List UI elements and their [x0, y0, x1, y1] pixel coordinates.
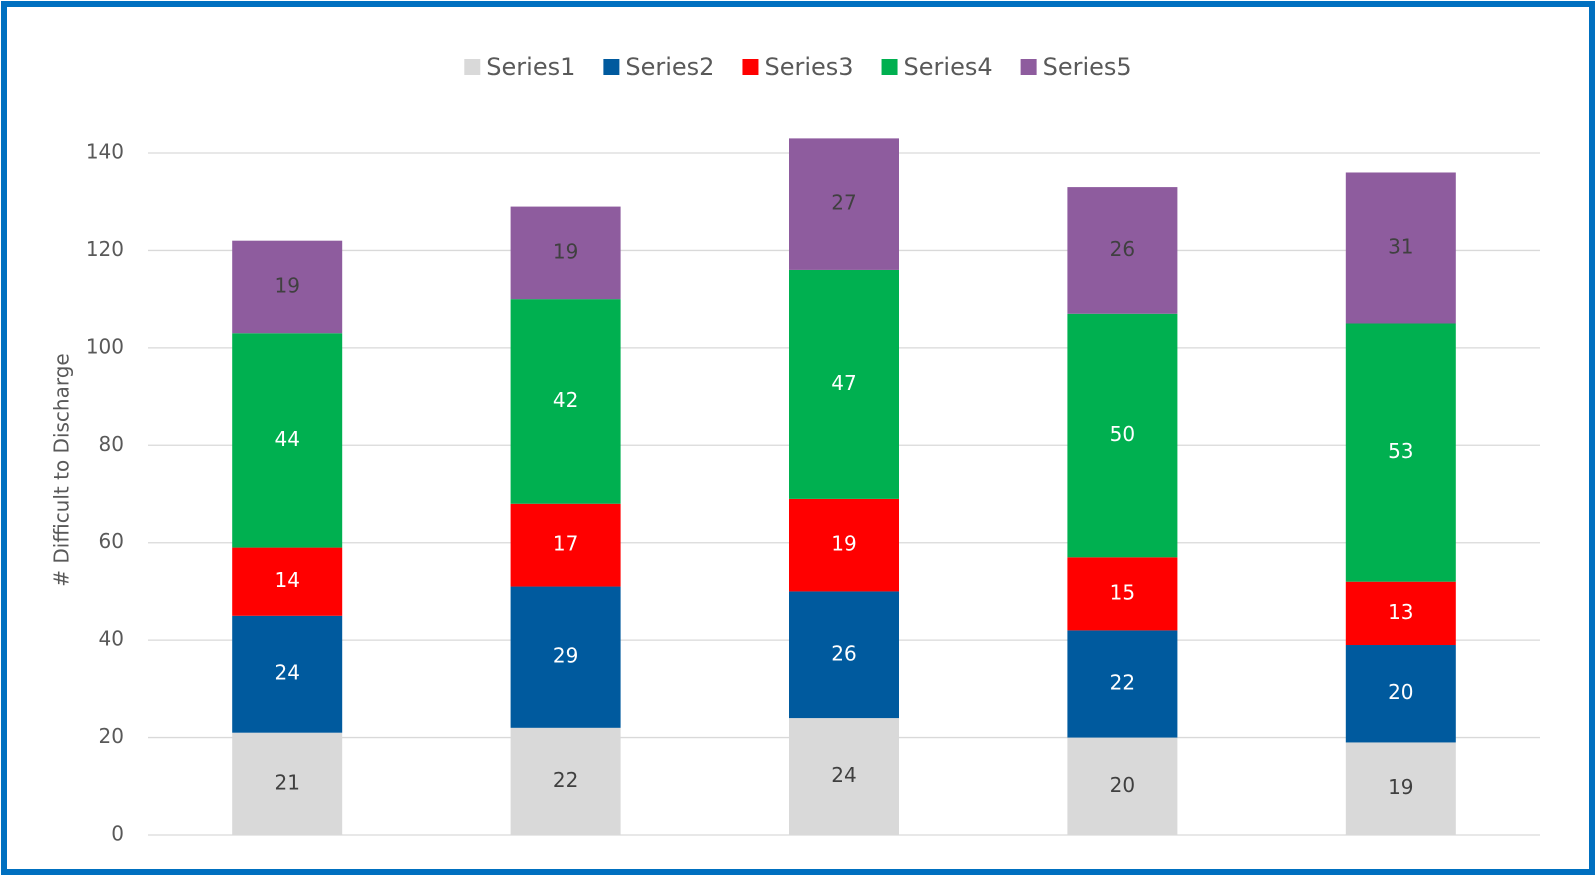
data-label: 20 — [1110, 773, 1135, 797]
legend-label: Series5 — [1043, 53, 1132, 81]
legend-swatch — [1020, 59, 1037, 75]
data-label: 13 — [1388, 600, 1413, 624]
data-label: 14 — [274, 568, 299, 592]
data-label: 19 — [1388, 775, 1413, 799]
bar-segment — [510, 299, 621, 504]
data-label: 44 — [274, 427, 299, 451]
data-label: 19 — [831, 532, 856, 556]
bar-segment — [1067, 313, 1178, 558]
bar-segment — [510, 503, 621, 587]
y-axis-label: # Difficult to Discharge — [50, 353, 74, 586]
data-label: 29 — [553, 644, 578, 668]
data-label: 22 — [553, 768, 578, 792]
data-label: 27 — [831, 191, 856, 215]
y-tick-label: 20 — [99, 724, 124, 748]
data-label: 20 — [1388, 680, 1413, 704]
data-label: 31 — [1388, 234, 1413, 258]
legend-label: Series2 — [625, 53, 714, 81]
bar-segment — [789, 498, 899, 592]
legend-swatch — [603, 59, 620, 75]
legend-label: Series1 — [486, 53, 575, 81]
bar-segment — [510, 727, 621, 835]
bar-segment — [232, 333, 343, 548]
bar-segment — [789, 138, 899, 270]
bar-segment — [789, 591, 899, 719]
data-label: 26 — [831, 641, 856, 665]
y-tick-label: 0 — [111, 822, 124, 846]
bar-segment — [1345, 323, 1456, 582]
data-label: 19 — [274, 273, 299, 297]
bar-segment — [1067, 187, 1178, 314]
bar-segment — [1067, 557, 1178, 631]
data-label: 24 — [274, 661, 299, 685]
bar-segment — [232, 732, 343, 835]
bar-segment — [232, 547, 343, 616]
legend-swatch — [742, 59, 759, 75]
bar-segment — [232, 240, 343, 334]
bar-segment — [789, 269, 899, 499]
data-label: 47 — [831, 371, 856, 395]
data-label: 22 — [1110, 670, 1135, 694]
y-tick-label: 40 — [99, 627, 124, 651]
bar-segment — [510, 586, 621, 728]
legend-label: Series3 — [764, 53, 853, 81]
y-tick-label: 80 — [99, 432, 124, 456]
bar-segment — [1067, 630, 1178, 738]
bar-segment — [1345, 742, 1456, 835]
legend-swatch — [464, 59, 481, 75]
data-label: 21 — [274, 770, 299, 794]
bar-segment — [232, 615, 343, 733]
data-label: 15 — [1110, 580, 1135, 604]
legend-label: Series4 — [904, 53, 993, 81]
data-label: 26 — [1110, 237, 1135, 261]
bar-segment — [1345, 581, 1456, 646]
legend-swatch — [881, 59, 898, 75]
bar-segment — [789, 718, 899, 835]
data-label: 24 — [831, 763, 856, 787]
data-label: 50 — [1110, 422, 1135, 446]
y-tick-label: 140 — [86, 140, 124, 164]
bar-segment — [1345, 172, 1456, 324]
data-label: 53 — [1388, 439, 1413, 463]
data-label: 19 — [553, 239, 578, 263]
y-tick-label: 120 — [86, 237, 124, 261]
data-label: 17 — [553, 532, 578, 556]
y-tick-label: 100 — [86, 334, 124, 358]
bar-segment — [510, 206, 621, 300]
y-tick-label: 60 — [99, 529, 124, 553]
bar-segment — [1067, 737, 1178, 835]
bar-segment — [1345, 645, 1456, 743]
data-label: 42 — [553, 388, 578, 412]
